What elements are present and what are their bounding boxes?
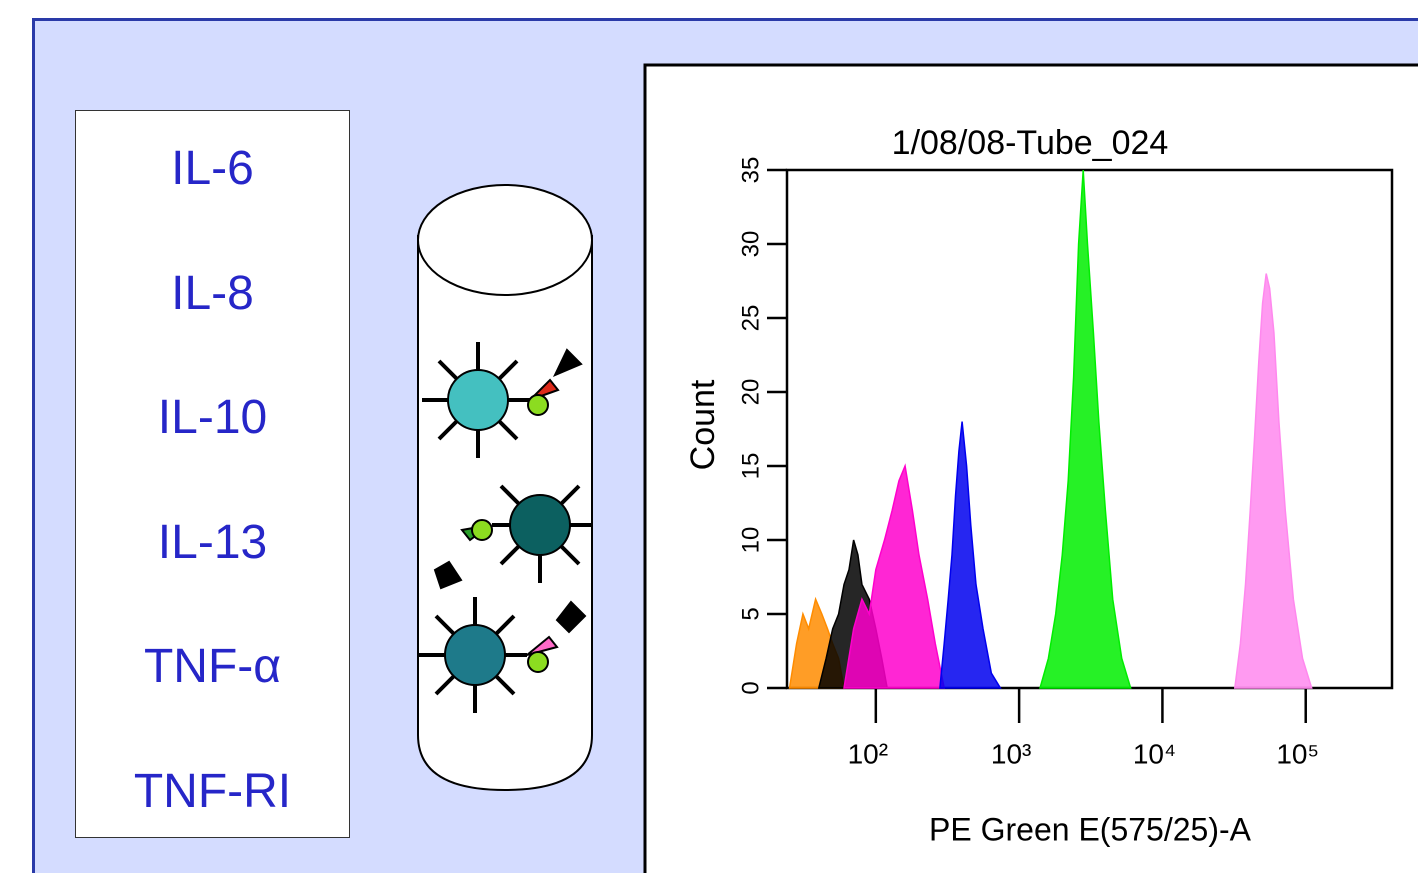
y-tick-label: 15 [737, 453, 764, 480]
x-axis-label: PE Green E(575/25)-A [929, 811, 1252, 847]
x-tick-label: 10⁴ [1133, 738, 1176, 769]
y-tick-label: 20 [737, 379, 764, 406]
y-tick-label: 25 [737, 305, 764, 332]
y-tick-label: 10 [737, 527, 764, 554]
x-tick-label: 10² [848, 738, 888, 769]
tube-diagram [418, 185, 592, 790]
page: IL-6IL-8IL-10IL-13TNF-αTNF-RI 1/08/08-Tu… [0, 0, 1418, 873]
chart-title: 1/08/08-Tube_024 [892, 124, 1169, 162]
y-tick-label: 30 [737, 231, 764, 258]
y-axis-label: Count [684, 379, 722, 470]
y-tick-label: 35 [737, 157, 764, 184]
y-tick-label: 5 [737, 607, 764, 620]
graphics: 1/08/08-Tube_024 PE Green E(575/25)-A Co… [0, 0, 1418, 873]
y-tick-label: 0 [737, 681, 764, 694]
x-tick-label: 10⁵ [1276, 738, 1319, 769]
x-tick-label: 10³ [991, 738, 1031, 769]
